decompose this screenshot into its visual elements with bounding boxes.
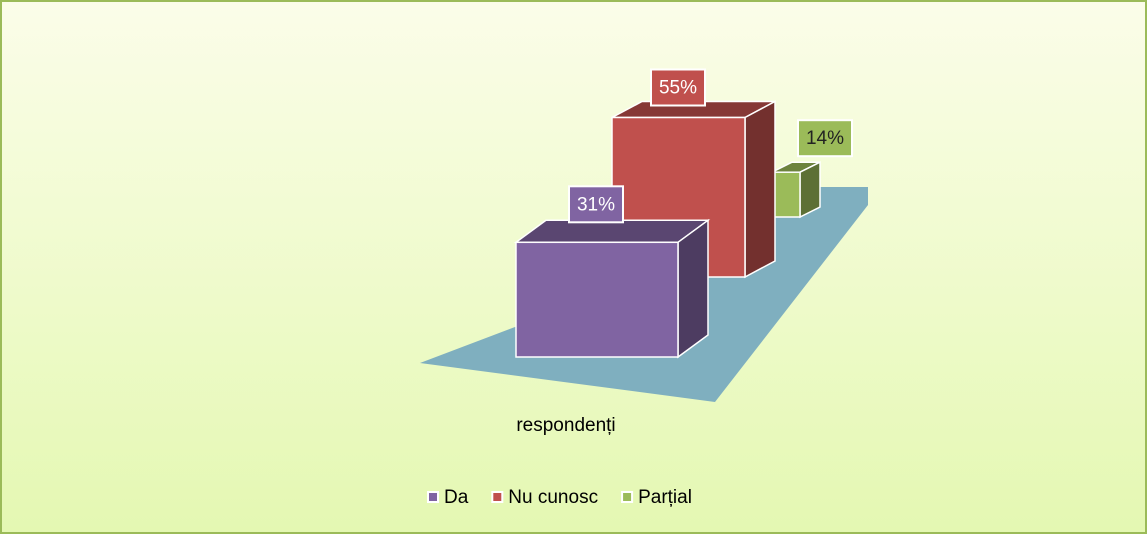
legend-label: Parțial [638, 487, 692, 508]
data-label: 55% [659, 78, 697, 99]
bar [771, 160, 821, 219]
bar-side [744, 100, 776, 279]
data-label: 31% [577, 194, 615, 215]
bar-side [799, 160, 821, 219]
legend-swatch [491, 491, 504, 503]
category-label: respondenți [516, 415, 615, 436]
legend-swatch [621, 491, 634, 503]
bar-front [771, 171, 801, 218]
legend-label: Nu cunosc [508, 487, 598, 508]
legend-swatch [427, 491, 439, 503]
data-label-box [797, 119, 853, 158]
data-label-box [568, 185, 624, 224]
legend-label: Da [444, 487, 469, 508]
data-label-box [650, 68, 706, 107]
bar-top [513, 219, 711, 244]
bar-front [515, 241, 679, 358]
bar-side [677, 218, 709, 359]
bar [513, 218, 711, 359]
data-label: 14% [806, 128, 844, 149]
